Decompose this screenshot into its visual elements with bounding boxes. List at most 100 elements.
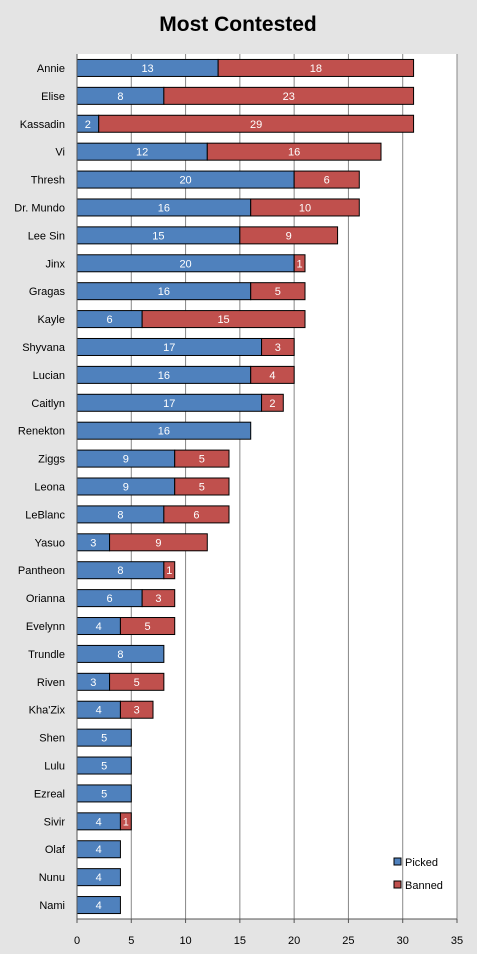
picked-value-label: 4	[96, 705, 102, 717]
banned-value-label: 1	[297, 258, 303, 270]
picked-value-label: 5	[101, 733, 107, 745]
banned-value-label: 3	[155, 593, 161, 605]
category-label: Kassadin	[20, 119, 65, 131]
x-axis: 0 5 10 15 20 25 30 35	[74, 54, 463, 947]
picked-value-label: 8	[117, 649, 123, 661]
banned-value-label: 2	[269, 398, 275, 410]
category-label: Thresh	[31, 175, 65, 187]
banned-value-label: 1	[166, 565, 172, 577]
category-label: Riven	[37, 677, 65, 689]
legend-swatch-banned	[393, 880, 402, 889]
category-label: Nunu	[39, 872, 65, 884]
category-label: Jinx	[45, 258, 65, 270]
category-label: Evelynn	[26, 621, 65, 633]
banned-bar	[217, 58, 415, 77]
banned-bar	[250, 282, 306, 301]
banned-bar	[163, 86, 415, 105]
category-label: LeBlanc	[25, 509, 65, 521]
category-label: Caitlyn	[31, 398, 65, 410]
banned-bar	[109, 672, 165, 691]
category-label: Sivir	[44, 816, 66, 828]
picked-value-label: 16	[158, 426, 170, 438]
banned-value-label: 5	[199, 482, 205, 494]
category-label: Kayle	[37, 314, 65, 326]
picked-value-label: 12	[136, 147, 148, 159]
banned-value-label: 23	[283, 91, 295, 103]
picked-value-label: 5	[101, 761, 107, 773]
picked-value-label: 20	[179, 175, 191, 187]
category-label: Orianna	[26, 593, 66, 605]
picked-value-label: 8	[117, 509, 123, 521]
x-tick-label: 30	[397, 935, 409, 947]
picked-value-label: 13	[141, 63, 153, 75]
banned-value-label: 9	[155, 537, 161, 549]
x-tick-label: 20	[288, 935, 300, 947]
banned-bar	[174, 449, 230, 468]
banned-bar	[141, 310, 306, 329]
banned-bar	[119, 812, 132, 831]
x-tick-label: 35	[451, 935, 463, 947]
category-label: Ezreal	[34, 788, 65, 800]
banned-value-label: 6	[193, 509, 199, 521]
picked-value-label: 4	[96, 816, 102, 828]
banned-bar	[261, 337, 295, 356]
banned-bar	[293, 254, 306, 273]
picked-value-label: 16	[158, 370, 170, 382]
category-label: Ziggs	[38, 454, 65, 466]
picked-value-label: 8	[117, 565, 123, 577]
banned-bar	[109, 533, 208, 552]
category-label: Lucian	[33, 370, 65, 382]
category-label: Shyvana	[22, 342, 66, 354]
banned-value-label: 3	[275, 342, 281, 354]
banned-bar	[98, 114, 415, 133]
banned-bar	[239, 226, 339, 245]
banned-value-label: 1	[123, 816, 129, 828]
banned-value-label: 29	[250, 119, 262, 131]
picked-value-label: 15	[152, 230, 164, 242]
banned-bar	[163, 561, 176, 580]
category-label: Gragas	[29, 286, 66, 298]
category-label: Elise	[41, 91, 65, 103]
picked-value-label: 2	[85, 119, 91, 131]
banned-value-label: 4	[269, 370, 275, 382]
banned-bar	[250, 198, 360, 217]
gridlines	[130, 54, 458, 919]
picked-value-label: 8	[117, 91, 123, 103]
legend-swatch-picked	[393, 857, 402, 866]
banned-value-label: 5	[275, 286, 281, 298]
picked-value-label: 5	[101, 788, 107, 800]
legend-label-picked: Picked	[405, 857, 438, 869]
category-label: Yasuo	[35, 537, 65, 549]
banned-value-label: 6	[324, 175, 330, 187]
picked-value-label: 6	[107, 593, 113, 605]
banned-bar	[163, 505, 230, 524]
banned-bar	[119, 617, 176, 636]
banned-value-label: 5	[134, 677, 140, 689]
banned-bar	[119, 700, 154, 719]
category-label: Leona	[34, 482, 65, 494]
x-tick-label: 5	[128, 935, 134, 947]
category-label: Pantheon	[18, 565, 65, 577]
x-tick-label: 25	[342, 935, 354, 947]
x-tick-label: 0	[74, 935, 80, 947]
banned-value-label: 9	[286, 230, 292, 242]
category-label: Shen	[39, 733, 65, 745]
banned-bar	[206, 142, 382, 161]
category-label: Annie	[37, 63, 65, 75]
picked-value-label: 17	[163, 398, 175, 410]
picked-value-label: 3	[90, 537, 96, 549]
legend: Picked Banned	[393, 857, 443, 892]
picked-value-label: 16	[158, 286, 170, 298]
banned-bar	[250, 365, 295, 384]
category-label: Vi	[55, 147, 65, 159]
category-label: Olaf	[45, 844, 66, 856]
legend-label-banned: Banned	[405, 880, 443, 892]
picked-value-label: 4	[96, 900, 102, 912]
picked-value-label: 3	[90, 677, 96, 689]
x-tick-label: 15	[234, 935, 246, 947]
category-label: Kha'Zix	[29, 705, 66, 717]
chart-title: Most Contested	[159, 13, 317, 36]
picked-value-label: 17	[163, 342, 175, 354]
category-label: Nami	[39, 900, 65, 912]
